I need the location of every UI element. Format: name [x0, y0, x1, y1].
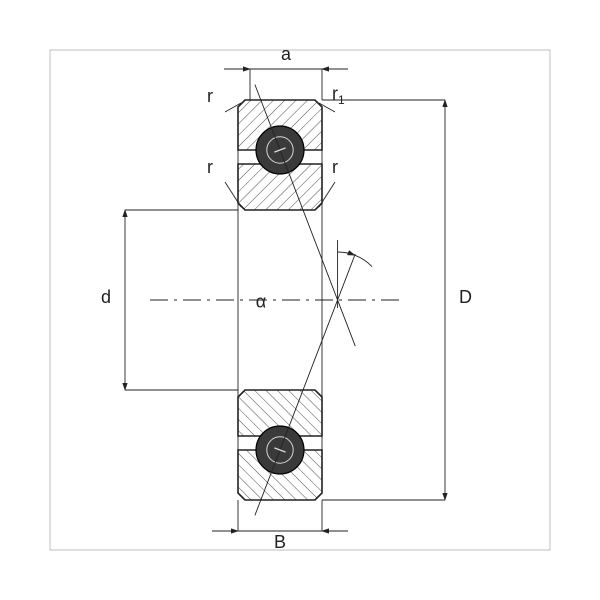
bearing-diagram: a B d D r r1 r r α — [0, 0, 600, 600]
label-r-inner-right: r — [332, 157, 338, 178]
label-r-inner-left: r — [207, 157, 213, 178]
label-alpha: α — [256, 292, 266, 313]
label-r1-top-right: r1 — [332, 83, 345, 107]
label-a: a — [281, 44, 291, 65]
label-B: B — [274, 532, 286, 553]
label-D: D — [459, 287, 472, 308]
label-d: d — [101, 287, 111, 308]
label-r-top-left: r — [207, 86, 213, 107]
diagram-svg — [0, 0, 600, 600]
